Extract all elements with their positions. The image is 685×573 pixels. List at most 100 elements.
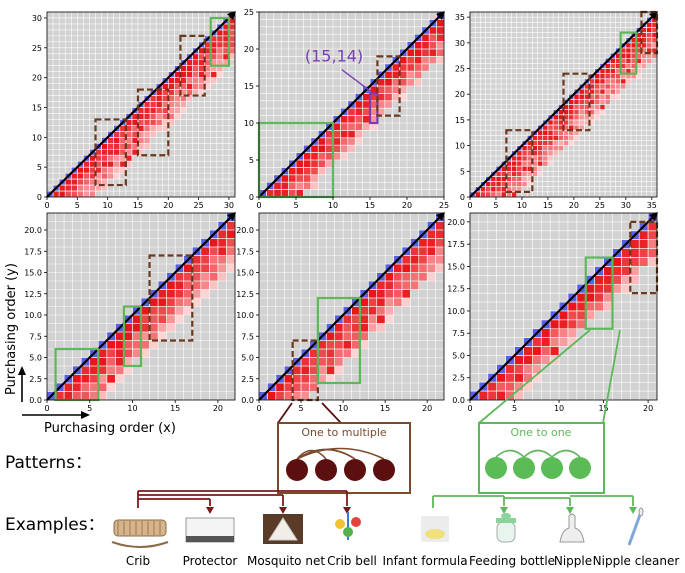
heatmap-cell (348, 123, 355, 131)
heatmap-cell (605, 84, 610, 89)
heatmap-cell (497, 231, 506, 240)
heatmap-cell (574, 151, 579, 156)
heatmap-cell (532, 43, 538, 48)
heatmap-cell (53, 167, 59, 173)
heatmap-cell (184, 315, 192, 324)
heatmap-cell (101, 191, 108, 197)
heatmap-cell (652, 156, 657, 161)
heatmap-cell (610, 99, 616, 105)
heatmap-cell (594, 213, 604, 222)
heatmap-cell (348, 138, 355, 145)
heatmap-cell (488, 231, 497, 240)
heatmap-cell (226, 306, 235, 315)
heatmap-cell (600, 84, 605, 89)
heatmap-cell (594, 257, 604, 267)
heatmap-cell (71, 71, 78, 78)
heatmap-cell (229, 143, 235, 149)
heatmap-cell (491, 187, 496, 192)
heatmap-cell (550, 337, 559, 347)
heatmap-cell (348, 12, 355, 20)
heatmap-cell (343, 340, 352, 349)
y-tick-label: 15 (244, 82, 254, 91)
heatmap-cell (399, 115, 407, 123)
heatmap-cell (259, 366, 268, 375)
heatmap-cell (168, 107, 175, 114)
heatmap-cell (156, 48, 162, 54)
heatmap-cell (325, 167, 333, 175)
heatmap-cell (311, 108, 318, 116)
heatmap-cell (621, 355, 630, 365)
heatmap-cell (491, 120, 496, 125)
heatmap-cell (636, 32, 642, 38)
heatmap-cell (652, 120, 657, 125)
heatmap-cell (223, 83, 229, 90)
heatmap-cell (491, 145, 496, 151)
heatmap-cell (377, 340, 385, 349)
heatmap-cell (646, 176, 652, 182)
heatmap-cell (631, 115, 636, 120)
heatmap-cell (59, 125, 65, 132)
heatmap-cell (288, 56, 296, 64)
heatmap-cell (198, 131, 205, 138)
heatmap-cell (107, 107, 114, 114)
heatmap-cell (485, 53, 491, 58)
heatmap-cell (553, 22, 559, 28)
heatmap-cell (141, 357, 150, 366)
heatmap-cell (355, 64, 363, 71)
heatmap-cell (626, 89, 631, 94)
heatmap-cell (399, 182, 407, 190)
heatmap-cell (209, 238, 218, 247)
heatmap-cell (485, 140, 491, 146)
heatmap-cell (141, 366, 150, 375)
heatmap-cell (610, 73, 616, 79)
heatmap-cell (553, 17, 559, 22)
heatmap-cell (209, 366, 218, 375)
heatmap-cell (514, 293, 524, 302)
heatmap-cell (138, 179, 144, 185)
heatmap-cell (303, 86, 311, 94)
heatmap-cell (377, 56, 385, 64)
heatmap-cell (377, 160, 385, 168)
heatmap-cell (523, 329, 533, 338)
heatmap-cell (204, 155, 211, 161)
heatmap-cell (621, 257, 630, 267)
heatmap-cell (174, 42, 181, 48)
heatmap-cell (550, 257, 559, 267)
heatmap-cell (114, 12, 120, 18)
heatmap-cell (558, 32, 564, 38)
heatmap-cell (385, 272, 394, 281)
heatmap-cell (168, 60, 175, 66)
heatmap-cell (192, 349, 201, 358)
heatmap-cell (393, 391, 402, 400)
heatmap-cell (77, 54, 84, 60)
heatmap-cell (652, 115, 657, 120)
heatmap-cell (81, 272, 90, 281)
heatmap-cell (429, 115, 437, 123)
heatmap-cell (558, 17, 564, 22)
heatmap-cell (83, 191, 90, 197)
heatmap-cell (532, 89, 538, 94)
heatmap-cell (631, 68, 636, 74)
heatmap-cell (568, 84, 574, 89)
heatmap-cell (479, 257, 488, 267)
heatmap-cell (192, 238, 201, 247)
heatmap-cell (579, 104, 584, 110)
heatmap-cell (107, 340, 116, 349)
heatmap-cell (646, 135, 652, 141)
heatmap-cell (204, 18, 211, 24)
pattern-node (344, 459, 366, 481)
heatmap-cell (594, 275, 604, 284)
heatmap-cell (107, 289, 116, 298)
heatmap-cell (511, 12, 517, 17)
heatmap-cell (218, 230, 227, 239)
heatmap-cell (259, 49, 267, 57)
example-tree-arrowhead (629, 507, 637, 514)
heatmap-cell (636, 192, 642, 197)
heatmap-cell (186, 125, 193, 132)
heatmap-cell (511, 135, 517, 141)
heatmap-cell (419, 315, 427, 324)
heatmap-cell (475, 166, 481, 172)
heatmap-cell (517, 176, 522, 182)
heatmap-cell (410, 213, 419, 222)
heatmap-cell (158, 255, 167, 264)
